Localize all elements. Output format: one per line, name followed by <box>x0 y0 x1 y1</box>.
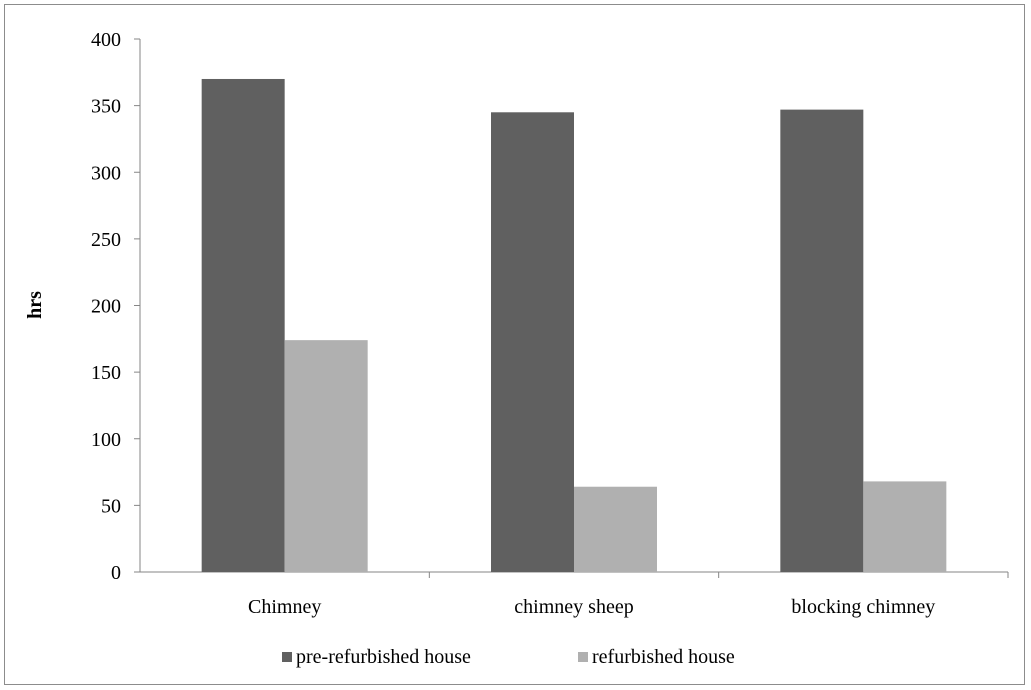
y-tick-label: 50 <box>101 495 121 517</box>
y-tick-label: 300 <box>91 162 121 184</box>
legend: pre-refurbished house refurbished house <box>282 646 735 668</box>
bar-pre-refurbished-2 <box>780 109 864 572</box>
y-tick-label: 200 <box>91 296 121 318</box>
y-axis-title: hrs <box>24 291 46 319</box>
y-tick-label: 400 <box>91 29 121 51</box>
bar-refurbished-1 <box>574 486 657 572</box>
bar-pre-refurbished-0 <box>201 78 285 572</box>
x-tick-label: blocking chimney <box>791 596 935 618</box>
legend-label: refurbished house <box>592 646 735 668</box>
bar-refurbished-2 <box>863 481 947 572</box>
bar-refurbished-0 <box>284 340 368 572</box>
x-labels: Chimney chimney sheep blocking chimney <box>248 572 1009 618</box>
legend-label: pre-refurbished house <box>296 646 471 668</box>
y-tick-label: 0 <box>111 562 121 584</box>
x-tick-label: chimney sheep <box>514 596 633 618</box>
legend-swatch <box>578 652 588 662</box>
bar-pre-refurbished-1 <box>491 112 574 572</box>
x-tick-label: Chimney <box>248 596 321 618</box>
y-tick-label: 350 <box>91 96 121 118</box>
y-tick-label: 100 <box>91 429 121 451</box>
y-tick-label: 150 <box>91 362 121 384</box>
y-tick-label: 250 <box>91 229 121 251</box>
y-ticks: 0 50 100 150 200 250 300 350 400 <box>91 29 140 584</box>
legend-swatch <box>282 652 292 662</box>
bars <box>201 78 947 572</box>
